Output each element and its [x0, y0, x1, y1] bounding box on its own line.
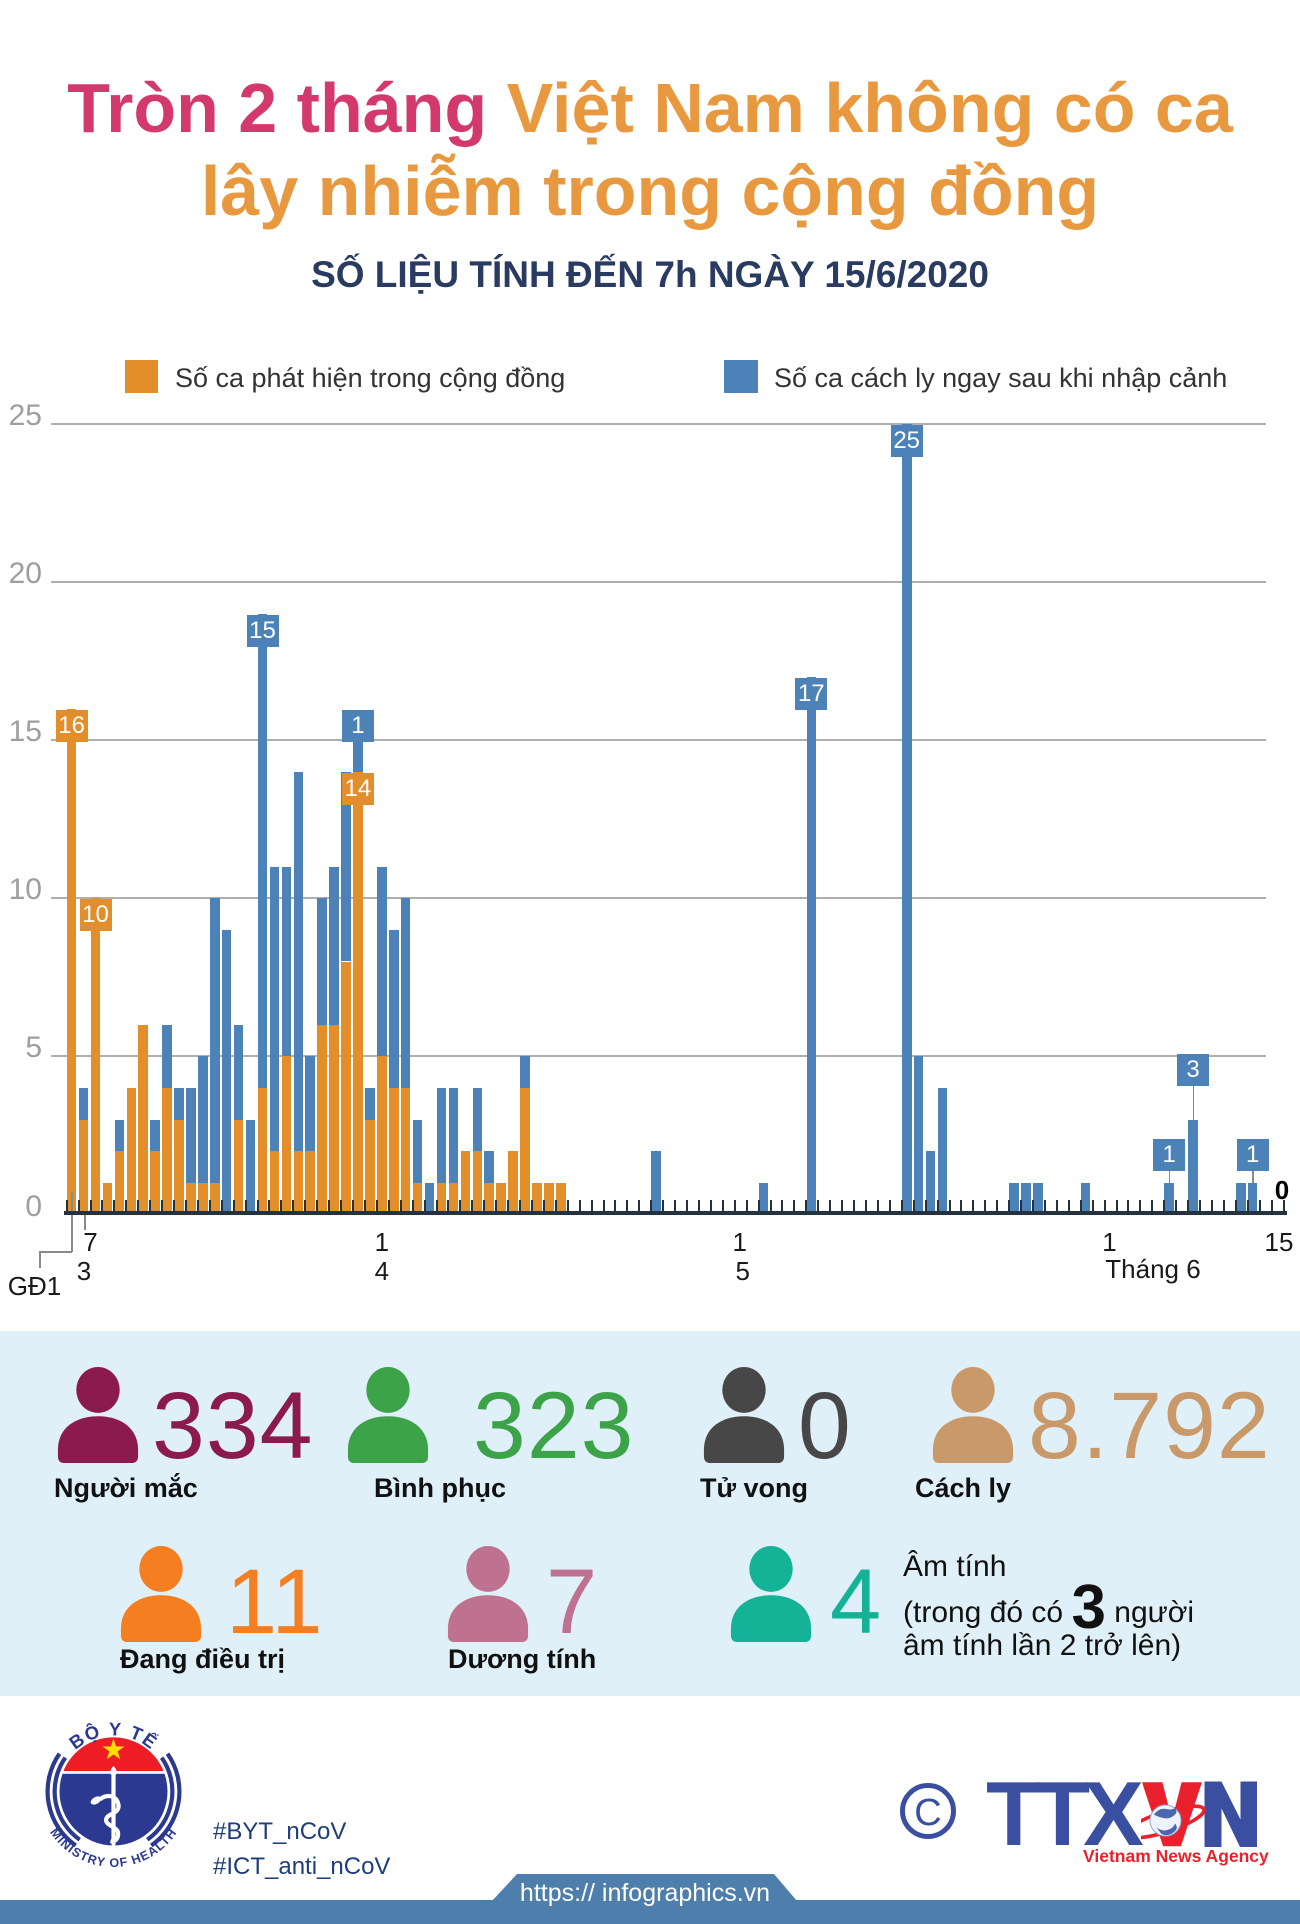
svg-text:C: C — [914, 1792, 941, 1834]
